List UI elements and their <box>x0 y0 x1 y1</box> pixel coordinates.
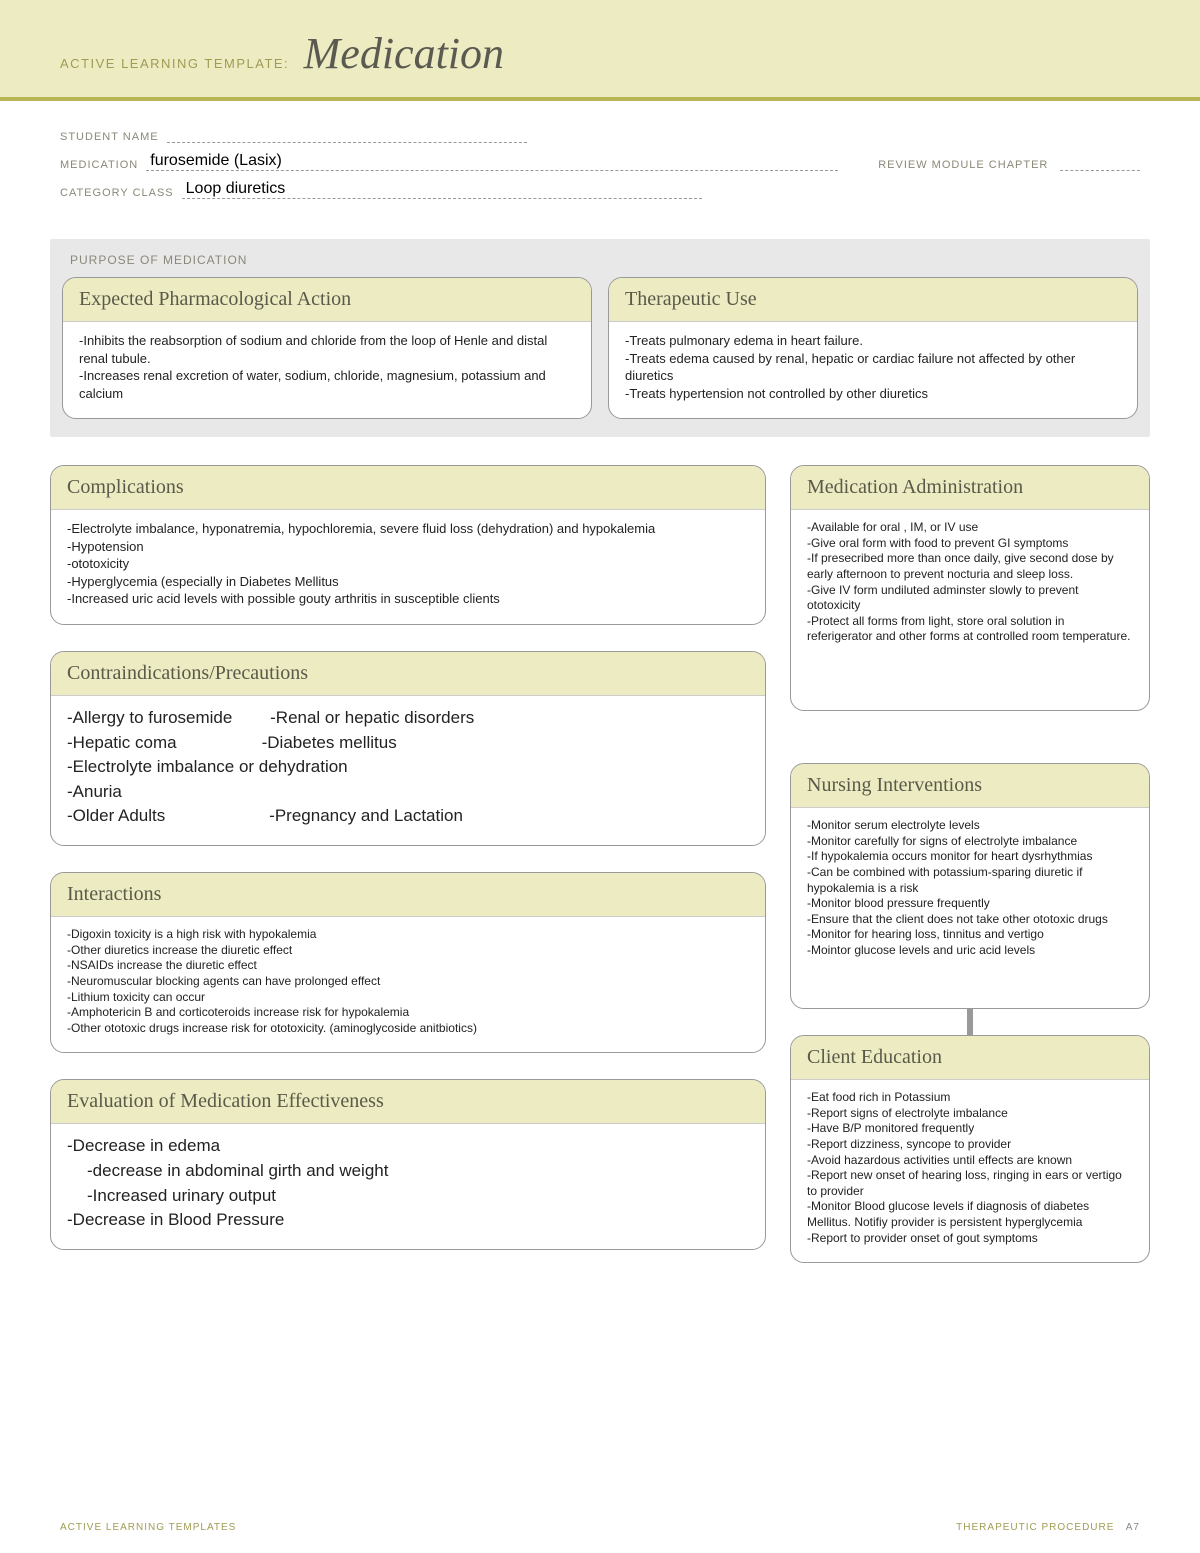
pharmacological-action-body: -Inhibits the reabsorption of sodium and… <box>63 322 591 418</box>
banner: ACTIVE LEARNING TEMPLATE: Medication <box>0 0 1200 101</box>
administration-title: Medication Administration <box>791 466 1149 510</box>
purpose-section-label: PURPOSE OF MEDICATION <box>62 253 1138 267</box>
therapeutic-use-box: Therapeutic Use -Treats pulmonary edema … <box>608 277 1138 419</box>
footer-right: THERAPEUTIC PROCEDURE <box>956 1522 1114 1533</box>
pharmacological-action-box: Expected Pharmacological Action -Inhibit… <box>62 277 592 419</box>
education-box: Client Education -Eat food rich in Potas… <box>790 1035 1150 1263</box>
complications-body: -Electrolyte imbalance, hyponatremia, hy… <box>51 510 765 624</box>
pharmacological-action-title: Expected Pharmacological Action <box>63 278 591 322</box>
evaluation-body: -Decrease in edema -decrease in abdomina… <box>51 1124 765 1249</box>
medication-label: MEDICATION <box>60 159 138 171</box>
administration-body: -Available for oral , IM, or IV use -Giv… <box>791 510 1149 710</box>
nursing-body: -Monitor serum electrolyte levels -Monit… <box>791 808 1149 1008</box>
education-body: -Eat food rich in Potassium -Report sign… <box>791 1080 1149 1262</box>
review-chapter-label: REVIEW MODULE CHAPTER <box>878 159 1048 171</box>
interactions-title: Interactions <box>51 873 765 917</box>
category-class-label: CATEGORY CLASS <box>60 187 174 199</box>
footer-page: A7 <box>1126 1522 1140 1533</box>
nursing-title: Nursing Interventions <box>791 764 1149 808</box>
banner-pre-label: ACTIVE LEARNING TEMPLATE: <box>60 56 289 71</box>
complications-title: Complications <box>51 466 765 510</box>
spacer <box>790 711 1150 763</box>
complications-box: Complications -Electrolyte imbalance, hy… <box>50 465 766 625</box>
nursing-box: Nursing Interventions -Monitor serum ele… <box>790 763 1150 1009</box>
evaluation-box: Evaluation of Medication Effectiveness -… <box>50 1079 766 1250</box>
connector-line <box>967 1009 973 1035</box>
therapeutic-use-title: Therapeutic Use <box>609 278 1137 322</box>
contraindications-box: Contraindications/Precautions -Allergy t… <box>50 651 766 846</box>
page-footer: ACTIVE LEARNING TEMPLATES THERAPEUTIC PR… <box>60 1522 1140 1533</box>
header-fields: STUDENT NAME MEDICATION furosemide (Lasi… <box>0 101 1200 219</box>
therapeutic-use-body: -Treats pulmonary edema in heart failure… <box>609 322 1137 418</box>
contraindications-title: Contraindications/Precautions <box>51 652 765 696</box>
purpose-section: PURPOSE OF MEDICATION Expected Pharmacol… <box>50 239 1150 437</box>
contraindications-body: -Allergy to furosemide -Renal or hepatic… <box>51 696 765 845</box>
medication-value: furosemide (Lasix) <box>150 152 282 170</box>
review-chapter-value <box>1060 157 1140 171</box>
banner-title: Medication <box>304 28 504 79</box>
evaluation-line-1: -Decrease in edema <box>67 1134 749 1159</box>
student-name-label: STUDENT NAME <box>60 131 159 143</box>
education-title: Client Education <box>791 1036 1149 1080</box>
interactions-box: Interactions -Digoxin toxicity is a high… <box>50 872 766 1053</box>
evaluation-line-end: -Decrease in Blood Pressure <box>67 1208 749 1233</box>
administration-box: Medication Administration -Available for… <box>790 465 1150 711</box>
category-class-value: Loop diuretics <box>186 180 286 198</box>
interactions-body: -Digoxin toxicity is a high risk with hy… <box>51 917 765 1052</box>
evaluation-indent: -decrease in abdominal girth and weight … <box>67 1159 749 1208</box>
evaluation-title: Evaluation of Medication Effectiveness <box>51 1080 765 1124</box>
footer-left: ACTIVE LEARNING TEMPLATES <box>60 1522 236 1533</box>
